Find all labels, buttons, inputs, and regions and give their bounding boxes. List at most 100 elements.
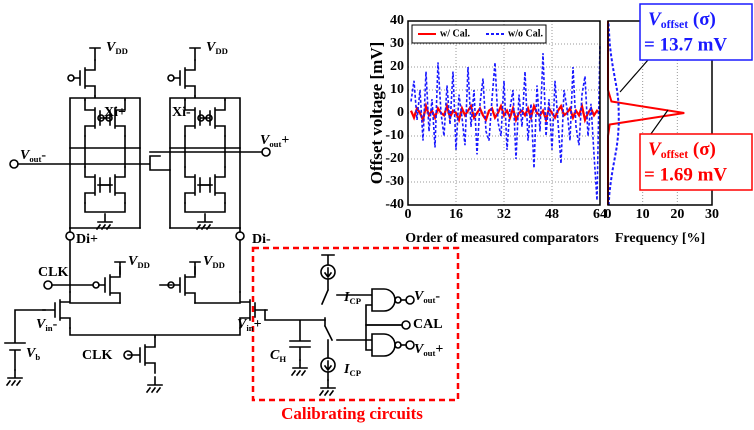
tick-label: -40 <box>385 197 404 212</box>
circuit-label: ICP <box>343 290 362 306</box>
label-sub: in <box>45 323 52 333</box>
legend-label: w/ Cal. <box>440 28 471 39</box>
annotation-box <box>639 133 753 191</box>
label-main: V <box>260 133 271 148</box>
tick-label: -30 <box>385 174 404 189</box>
wire <box>73 59 96 97</box>
wire <box>189 47 201 61</box>
current-source <box>320 357 336 373</box>
terminal <box>43 280 53 290</box>
tick-label: 0 <box>405 207 412 222</box>
terminal <box>9 159 19 169</box>
label-tail: + <box>435 342 443 357</box>
label-sub: out <box>423 348 435 358</box>
label-sub: DD <box>137 260 150 270</box>
label-tail: (σ) <box>688 139 716 160</box>
circuit-label: Vout- <box>414 289 440 305</box>
wire <box>184 99 207 137</box>
wire <box>127 336 156 374</box>
annotation-box <box>639 3 753 61</box>
label-main: V <box>36 317 47 332</box>
circuit-label: Vb <box>26 346 40 362</box>
label-sub: CP <box>349 296 361 306</box>
terminal <box>405 295 415 305</box>
circuit-label: CH <box>270 348 286 364</box>
terminal <box>235 231 245 241</box>
bubble <box>394 296 402 304</box>
bubble <box>67 74 75 82</box>
legend-label: w/o Cal. <box>508 28 544 39</box>
wire <box>323 267 333 372</box>
terminal <box>401 320 411 330</box>
bubble <box>394 341 402 349</box>
tick-label: 0 <box>397 105 404 120</box>
circuit-label: VDD <box>203 254 225 270</box>
label-main: CLK <box>82 348 112 363</box>
label-main: Di+ <box>76 232 98 247</box>
label-tail: - <box>53 317 58 332</box>
wire <box>98 266 121 304</box>
wire <box>169 135 241 149</box>
wire <box>197 166 226 204</box>
label-main: V <box>26 346 37 361</box>
label-tail: (σ) <box>688 9 716 30</box>
label-main: Xi- <box>172 105 191 120</box>
data-line <box>410 43 601 201</box>
label-main: I <box>343 362 350 377</box>
label-sub: CP <box>349 368 361 378</box>
label-main: V <box>237 317 248 332</box>
wire <box>336 324 403 357</box>
x-axis-label: Frequency [%] <box>615 231 705 246</box>
wire <box>264 309 326 361</box>
terminal <box>65 231 75 241</box>
circuit-label: ICP <box>343 362 362 378</box>
circuit-label: CAL <box>413 317 443 332</box>
label-main: V <box>414 289 425 304</box>
bubble <box>92 281 100 289</box>
wire <box>89 47 101 61</box>
label-main: CLK <box>38 265 68 280</box>
circuit-label: Vout+ <box>414 342 443 358</box>
wire <box>184 147 226 213</box>
label-main: V <box>206 40 217 55</box>
label-main: Xi+ <box>104 105 126 120</box>
label-tail: - <box>435 289 440 304</box>
wire <box>4 309 46 371</box>
calibration-box <box>251 246 460 402</box>
label-main: V <box>648 9 662 30</box>
label-tail: + <box>281 133 289 148</box>
wire <box>195 213 213 231</box>
bubble <box>197 114 205 122</box>
label-main: V <box>20 148 31 163</box>
current-source <box>320 264 336 280</box>
tick-label: -10 <box>385 128 404 143</box>
tick-label: 64 <box>593 207 607 222</box>
circuit-label: VDD <box>206 40 228 56</box>
wire <box>69 239 241 293</box>
wire <box>69 95 141 229</box>
wire <box>17 151 263 171</box>
label-sub: DD <box>215 46 228 56</box>
tick-label: 48 <box>545 207 559 222</box>
label-main: Di- <box>252 232 271 247</box>
wire <box>173 59 196 97</box>
wire <box>203 99 226 137</box>
annotation-label: Voffset (σ) <box>648 139 716 160</box>
plot-frame <box>407 20 601 206</box>
wire <box>320 254 335 381</box>
label-sub: offset <box>661 18 689 31</box>
tick-label: 30 <box>390 36 404 51</box>
tick-label: 20 <box>390 59 404 74</box>
label-main: C <box>270 348 280 363</box>
wire <box>5 369 23 387</box>
tick-label: 10 <box>390 82 404 97</box>
wire <box>184 166 213 204</box>
label-sub: DD <box>115 46 128 56</box>
annotation-label: Voffset (σ) <box>648 9 716 30</box>
label-sub: out <box>269 139 281 149</box>
wire <box>84 166 113 204</box>
annotation-arrow <box>619 59 649 93</box>
terminal <box>123 350 133 360</box>
circuit-label: Xi+ <box>104 105 126 120</box>
circuit-label: CLK <box>82 348 112 363</box>
